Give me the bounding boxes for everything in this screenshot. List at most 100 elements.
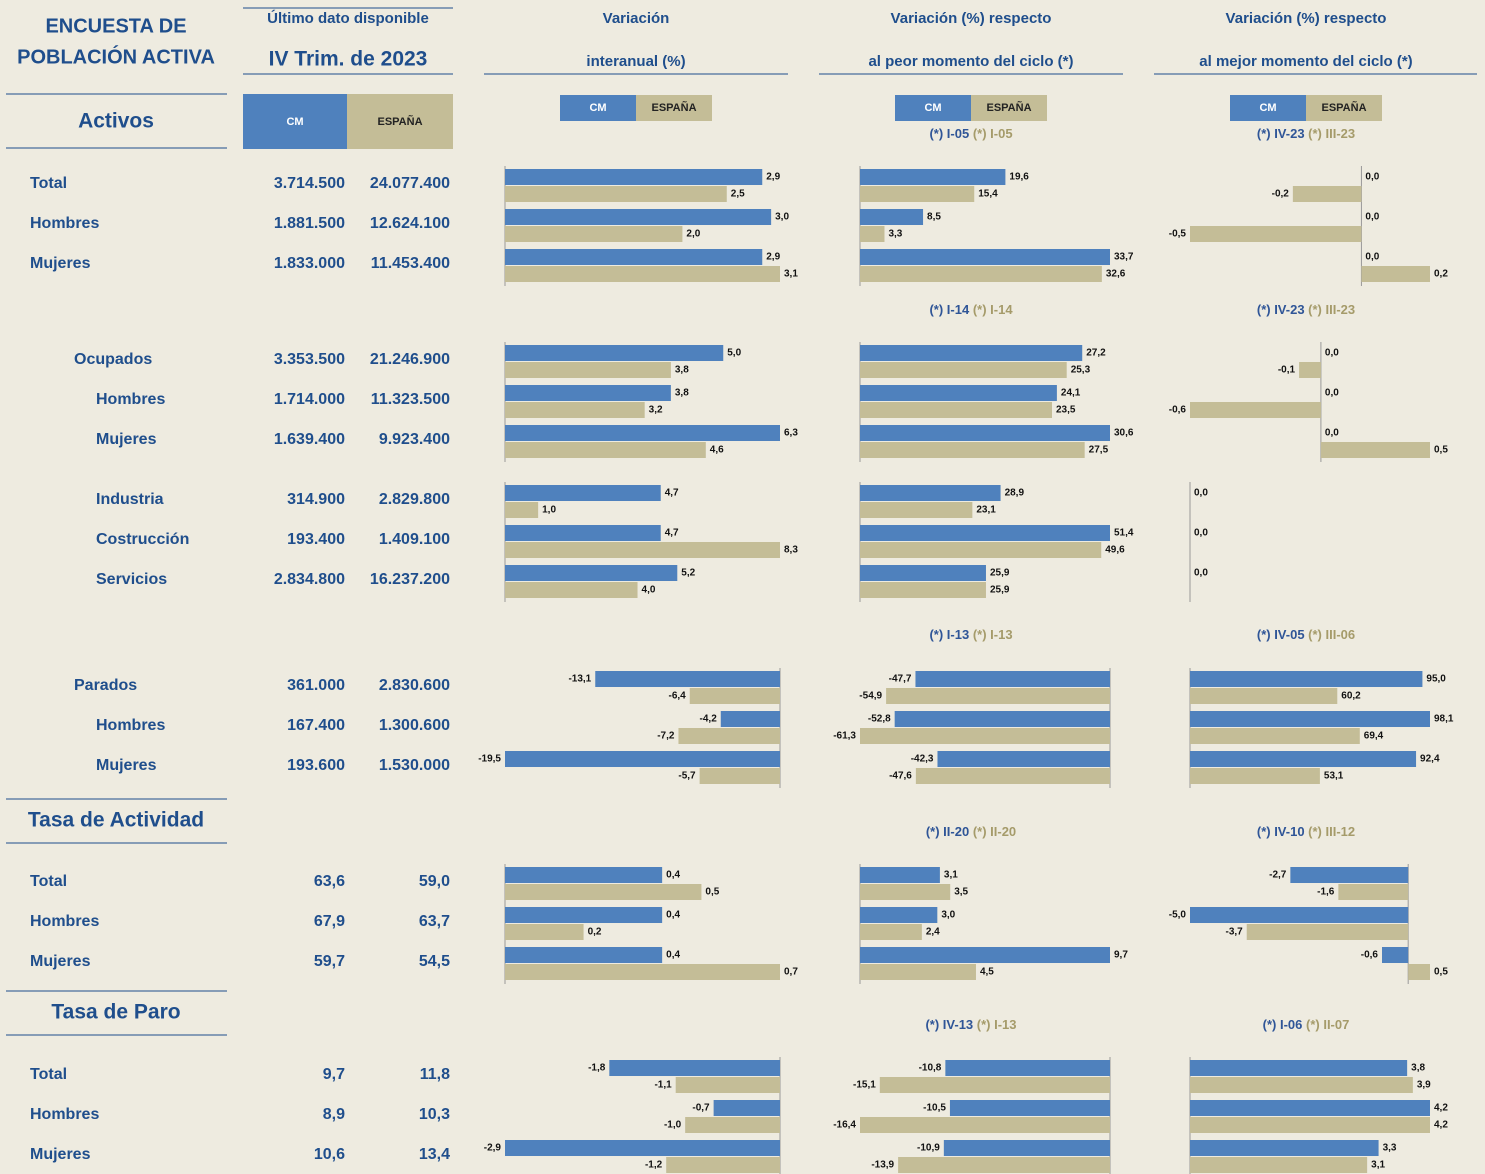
value-label: -5,0: [1169, 910, 1187, 921]
value-label: 3,5: [954, 887, 968, 898]
bar: [1190, 1140, 1379, 1156]
bar: [1190, 768, 1320, 784]
value-label: 0,0: [1365, 212, 1379, 223]
bar: [505, 485, 661, 501]
value-label: 69,4: [1364, 731, 1384, 742]
value-label: 0,5: [1434, 967, 1448, 978]
bar: [505, 169, 763, 185]
row-es: 2.829.800: [379, 491, 450, 508]
bar: [1190, 1157, 1368, 1173]
bar: [949, 1100, 1110, 1116]
value-label: 0,2: [588, 927, 602, 938]
bar: [505, 226, 683, 242]
legend-swatch: [895, 95, 971, 121]
bar: [1382, 947, 1409, 963]
bar: [1292, 186, 1362, 202]
value-label: 49,6: [1105, 545, 1125, 556]
value-label: 3,8: [675, 365, 689, 376]
reference-cm: (*) II-20: [926, 824, 969, 839]
row-label: Hombres: [96, 391, 165, 408]
row-es: 16.237.200: [370, 571, 450, 588]
value-label: 3,3: [1383, 1143, 1397, 1154]
column-header: Variación (%) respecto: [1226, 10, 1387, 27]
legend-label: CM: [924, 102, 941, 114]
bar: [1190, 402, 1321, 418]
value-label: 0,0: [1365, 172, 1379, 183]
reference-cm: (*) IV-23: [1257, 302, 1305, 317]
row-label: Mujeres: [30, 953, 91, 970]
value-label: -1,6: [1317, 887, 1335, 898]
row-es: 11.323.500: [371, 391, 450, 408]
legend-swatch: [1306, 95, 1382, 121]
bar: [860, 525, 1110, 541]
value-label: 28,9: [1005, 488, 1025, 499]
value-label: 60,2: [1341, 691, 1361, 702]
value-label: 2,0: [686, 229, 700, 240]
value-label: 2,5: [731, 189, 745, 200]
value-label: 2,4: [926, 927, 940, 938]
table-head-label: ESPAÑA: [377, 115, 422, 128]
bar: [886, 688, 1110, 704]
bar: [937, 751, 1110, 767]
bar: [945, 1060, 1110, 1076]
bar: [505, 867, 663, 883]
value-label: 9,7: [1114, 950, 1128, 961]
value-label: 0,0: [1325, 348, 1339, 359]
value-label: 1,0: [542, 505, 556, 516]
legend-swatch: [1230, 95, 1306, 121]
value-label: -61,3: [833, 731, 856, 742]
row-cm: 1.714.000: [274, 391, 345, 408]
title: ENCUESTA DE: [45, 15, 186, 37]
title: POBLACIÓN ACTIVA: [17, 44, 215, 68]
bar: [666, 1157, 780, 1173]
period: IV Trim. de 2023: [269, 48, 428, 71]
reference-period: (*) I-06 (*) II-07: [1263, 1017, 1350, 1032]
value-label: -0,5: [1169, 229, 1187, 240]
bar: [505, 425, 780, 441]
bar: [860, 362, 1067, 378]
bar: [609, 1060, 780, 1076]
reference-period: (*) IV-13 (*) I-13: [925, 1017, 1016, 1032]
bar: [1190, 728, 1360, 744]
bar: [1190, 1117, 1430, 1133]
reference-period: (*) I-14 (*) I-14: [929, 302, 1013, 317]
value-label: 0,5: [705, 887, 719, 898]
value-label: 0,0: [1365, 252, 1379, 263]
value-label: 3,3: [888, 229, 902, 240]
row-label: Hombres: [30, 215, 99, 232]
legend-label: ESPAÑA: [986, 101, 1031, 114]
value-label: 24,1: [1061, 388, 1081, 399]
bar: [943, 1140, 1110, 1156]
bar: [505, 884, 702, 900]
value-label: 25,9: [990, 585, 1010, 596]
bar: [860, 1117, 1110, 1133]
bar: [505, 362, 671, 378]
value-label: 3,0: [775, 212, 789, 223]
value-label: 8,5: [927, 212, 941, 223]
bar: [505, 186, 727, 202]
bar: [860, 867, 940, 883]
bar: [898, 1157, 1110, 1173]
bar: [860, 226, 885, 242]
bar: [860, 266, 1102, 282]
value-label: -0,6: [1169, 405, 1187, 416]
bar: [1299, 362, 1321, 378]
value-label: -47,6: [889, 771, 912, 782]
value-label: 30,6: [1114, 428, 1134, 439]
value-label: 0,7: [784, 967, 798, 978]
bar: [678, 728, 780, 744]
value-label: 27,5: [1089, 445, 1109, 456]
row-es: 13,4: [419, 1146, 450, 1163]
row-label: Mujeres: [96, 431, 157, 448]
row-cm: 3.714.500: [274, 175, 345, 192]
bar: [860, 947, 1110, 963]
reference-es: (*) I-14: [973, 302, 1014, 317]
value-label: -7,2: [657, 731, 675, 742]
value-label: 6,3: [784, 428, 798, 439]
row-cm: 1.639.400: [274, 431, 345, 448]
legend-label: ESPAÑA: [1321, 101, 1366, 114]
column-header: al mejor momento del ciclo (*): [1199, 53, 1412, 70]
row-cm: 193.600: [287, 757, 345, 774]
value-label: -0,6: [1361, 950, 1379, 961]
bar: [685, 1117, 780, 1133]
